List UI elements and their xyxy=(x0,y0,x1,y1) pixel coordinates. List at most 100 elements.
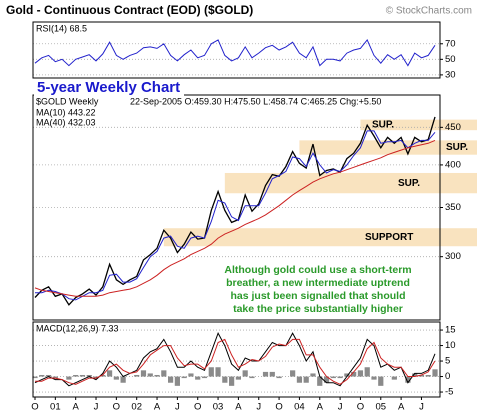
x-tick-label: J xyxy=(175,402,180,413)
histogram-bar xyxy=(181,376,187,379)
x-tick-label: 05 xyxy=(375,402,386,413)
series-line xyxy=(35,130,436,301)
plot-frame xyxy=(32,94,441,321)
histogram-bar xyxy=(79,374,86,377)
series-line xyxy=(34,139,436,297)
histogram-bar xyxy=(235,376,241,380)
y-tick-label: 450 xyxy=(445,122,461,133)
series-line xyxy=(34,38,436,67)
subtitle: 5-year Weekly Chart xyxy=(37,79,180,96)
histogram-bar xyxy=(303,376,309,383)
histogram-bar xyxy=(242,370,248,377)
band-label: SUPPORT xyxy=(365,232,413,243)
x-tick-label: A xyxy=(154,402,161,413)
y-tick-label: 10 xyxy=(445,340,456,351)
y-tick-label: 5 xyxy=(445,356,450,367)
histogram-bar xyxy=(317,376,323,386)
y-tick-label: 400 xyxy=(445,159,461,170)
plot-area xyxy=(33,322,440,397)
annotation: take the price substantially higher xyxy=(233,303,403,315)
y-tick-label: -5 xyxy=(445,387,453,398)
annotation: has just been signalled that should xyxy=(230,290,405,302)
histogram-bar xyxy=(106,370,113,377)
x-tick-label: 01 xyxy=(50,402,61,413)
histogram-bar xyxy=(134,374,140,377)
support-band xyxy=(163,228,477,247)
plot-frame xyxy=(32,21,441,79)
subtitle-box xyxy=(34,79,184,96)
plot-area xyxy=(33,22,440,78)
price-info: 22-Sep-2005 O:459.30 H:475.50 L:458.74 C… xyxy=(130,96,381,106)
x-tick-label: 02 xyxy=(131,402,142,413)
band-label: SUP. xyxy=(446,142,468,153)
histogram-bar xyxy=(66,376,72,380)
histogram-bar xyxy=(229,376,235,386)
x-tick-label: J xyxy=(94,402,99,413)
histogram-bar xyxy=(32,376,38,379)
support-band xyxy=(360,119,477,131)
histogram-bar xyxy=(344,373,350,377)
histogram-bar xyxy=(269,371,275,377)
x-tick-label: A xyxy=(73,402,80,413)
y-tick-label: 50 xyxy=(445,54,456,65)
histogram-bar xyxy=(222,376,228,383)
y-tick-label: 15 xyxy=(445,325,456,336)
y-tick-label: 350 xyxy=(445,202,461,213)
histogram-bar xyxy=(432,369,438,377)
histogram-bar xyxy=(93,376,99,379)
x-tick-label: O xyxy=(113,402,120,413)
histogram-bar xyxy=(120,376,126,383)
histogram-bar xyxy=(418,374,425,377)
histogram-bar xyxy=(168,376,174,383)
panel-title: MACD(12,26,9) 7.33 xyxy=(36,323,119,333)
histogram-bar xyxy=(290,370,296,377)
annotation: breather, a new intermediate uptrend xyxy=(226,277,410,289)
support-band xyxy=(224,172,477,194)
histogram-bar xyxy=(412,373,418,377)
x-tick-label: A xyxy=(235,402,242,413)
x-tick-label: O xyxy=(275,402,282,413)
histogram-bar xyxy=(140,370,147,377)
x-tick-label: 03 xyxy=(213,402,224,413)
x-tick-label: A xyxy=(398,402,405,413)
histogram-bar xyxy=(45,374,52,377)
series-line xyxy=(35,338,436,385)
histogram-bar xyxy=(174,376,180,386)
histogram-bar xyxy=(147,373,153,377)
histogram-bar xyxy=(351,371,357,377)
credit: © StockCharts.com xyxy=(386,6,472,17)
y-tick-label: 300 xyxy=(445,251,461,262)
series-line xyxy=(34,331,436,387)
histogram-bar xyxy=(330,376,336,379)
legend-entry: MA(40) 432.03 xyxy=(36,117,96,127)
histogram-bar xyxy=(39,374,45,377)
histogram-bar xyxy=(249,376,255,379)
histogram-bar xyxy=(188,373,194,377)
chart-title: Gold - Continuous Contract (EOD) ($GOLD) xyxy=(6,3,253,17)
histogram-bar xyxy=(310,373,316,377)
legend-entry: $GOLD Weekly xyxy=(36,96,99,106)
plot-frame xyxy=(32,321,441,398)
legend-entry: RSI(14) 68.5 xyxy=(36,23,87,33)
histogram-bar xyxy=(276,376,282,379)
histogram-bar xyxy=(371,376,377,380)
histogram-bar xyxy=(154,374,160,377)
x-tick-label: A xyxy=(317,402,324,413)
histogram-bar xyxy=(425,374,431,377)
histogram-bar xyxy=(296,376,303,383)
x-tick-label: 04 xyxy=(294,402,305,413)
histogram-bar xyxy=(113,376,119,380)
x-tick-label: O xyxy=(357,402,364,413)
x-tick-label: O xyxy=(194,402,201,413)
histogram-bar xyxy=(195,376,201,380)
x-tick-label: O xyxy=(31,402,38,413)
support-band xyxy=(299,140,477,155)
band-label: SUP. xyxy=(372,120,394,131)
histogram-bar xyxy=(337,376,343,379)
histogram-bar xyxy=(378,376,384,386)
annotation: Although gold could use a short-term xyxy=(224,264,411,276)
histogram-bar xyxy=(215,367,221,377)
histogram-bar xyxy=(357,370,364,377)
band-label: SUP. xyxy=(398,178,420,189)
